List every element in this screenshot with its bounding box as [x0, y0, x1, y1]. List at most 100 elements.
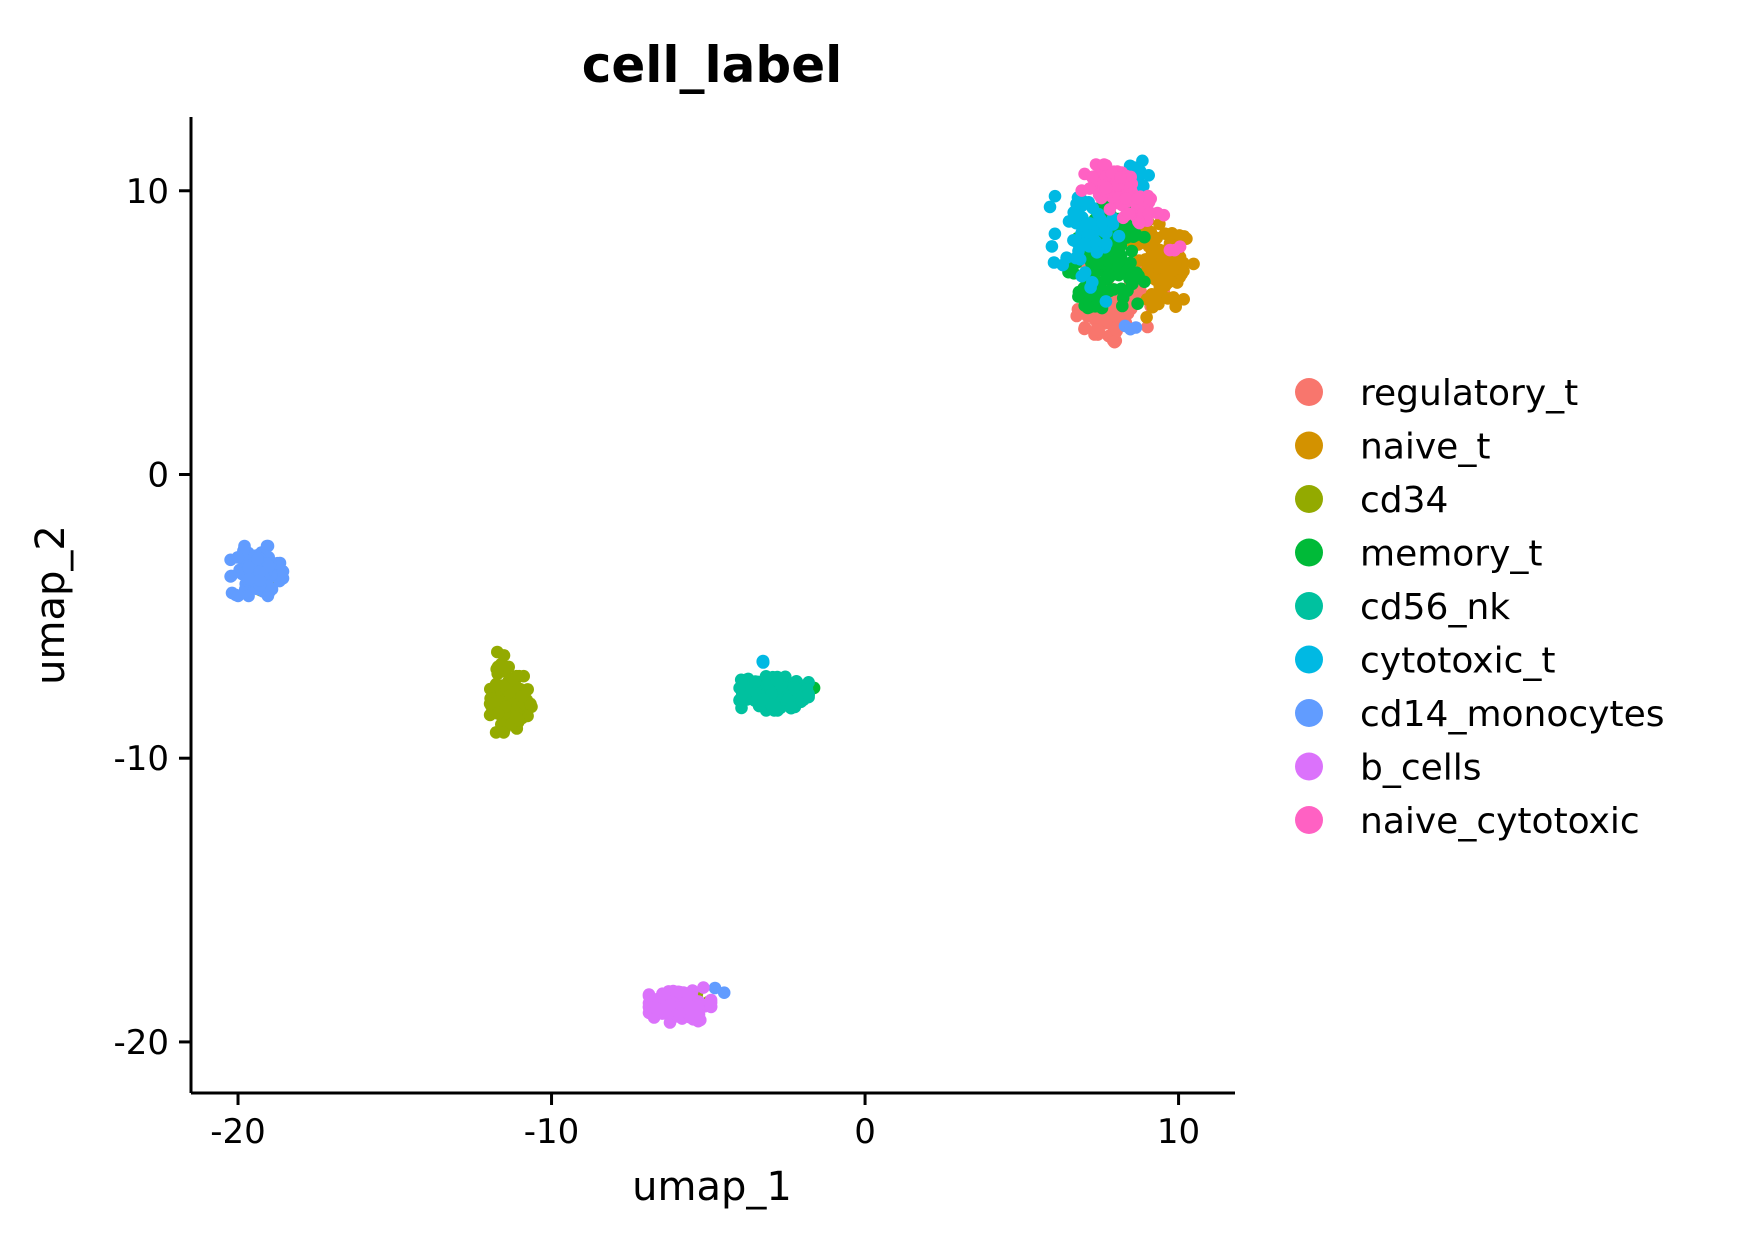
- legend-key-naive-cytotoxic: [1295, 806, 1323, 834]
- data-point: [784, 701, 798, 715]
- legend-label: memory_t: [1360, 534, 1543, 575]
- data-point: [1078, 321, 1092, 334]
- legend-key-naive-t: [1295, 431, 1323, 460]
- legend-key-cd14-monocytes: [1295, 699, 1323, 727]
- data-point: [708, 981, 722, 995]
- data-point: [1173, 240, 1187, 253]
- data-point: [1177, 293, 1190, 306]
- series-cytotoxic-t: [756, 154, 1155, 669]
- data-point: [1165, 227, 1179, 240]
- data-point: [1131, 192, 1145, 205]
- y-tick-label: 10: [126, 172, 169, 212]
- data-point: [1124, 256, 1137, 270]
- data-point: [1150, 261, 1163, 274]
- data-point: [491, 667, 505, 681]
- data-point: [515, 690, 529, 703]
- data-point: [1097, 158, 1111, 171]
- data-point: [663, 998, 677, 1012]
- data-point: [1114, 282, 1128, 296]
- data-point: [1070, 309, 1083, 323]
- data-point: [1103, 203, 1117, 216]
- data-point: [1119, 192, 1133, 205]
- data-point: [1138, 275, 1151, 289]
- data-point: [1090, 246, 1104, 259]
- y-axis-label: umap_2: [28, 525, 74, 685]
- legend-label: naive_cytotoxic: [1360, 801, 1640, 842]
- legend-label: naive_t: [1360, 427, 1490, 468]
- legend-key-b-cells: [1295, 752, 1323, 781]
- data-point: [757, 693, 770, 707]
- data-point: [524, 697, 537, 711]
- x-tick-label: -10: [524, 1112, 580, 1152]
- data-point: [672, 985, 685, 999]
- data-point: [1101, 270, 1115, 283]
- data-point: [1142, 207, 1156, 221]
- series-naive-cytotoxic: [1075, 158, 1187, 257]
- data-point: [1136, 154, 1149, 168]
- data-point: [1161, 292, 1175, 305]
- data-point: [231, 589, 245, 603]
- data-point: [1071, 209, 1085, 222]
- data-point: [1098, 225, 1111, 239]
- data-point: [1140, 311, 1153, 324]
- data-point: [1165, 264, 1179, 278]
- legend-label: cytotoxic_t: [1360, 641, 1556, 682]
- data-point: [1187, 257, 1200, 271]
- data-point: [1130, 228, 1143, 242]
- data-point: [491, 707, 505, 720]
- data-point: [1141, 263, 1154, 276]
- series-cd34: [253, 571, 715, 1009]
- x-tick-label: -20: [210, 1112, 266, 1152]
- series-b-cells: [642, 981, 718, 1029]
- series-cd56-nk: [733, 670, 815, 717]
- data-point: [1043, 200, 1057, 214]
- data-point: [1092, 207, 1105, 221]
- x-tick-label: 0: [854, 1112, 876, 1152]
- data-point: [1112, 229, 1126, 243]
- y-tick-label: -10: [113, 739, 169, 779]
- data-point: [1086, 276, 1099, 289]
- data-point: [497, 726, 511, 739]
- data-point: [1144, 192, 1157, 205]
- data-point: [1047, 256, 1061, 269]
- data-point: [1149, 289, 1162, 303]
- chart-title: cell_label: [582, 36, 843, 94]
- legend-label: cd14_monocytes: [1360, 694, 1665, 735]
- data-point: [642, 989, 656, 1003]
- y-tick-label: -20: [113, 1023, 169, 1063]
- data-point: [497, 649, 511, 662]
- data-point: [704, 1000, 718, 1013]
- data-point: [787, 680, 801, 694]
- data-point: [762, 674, 775, 688]
- legend-key-memory-t: [1295, 538, 1323, 567]
- data-point: [697, 981, 710, 994]
- data-point: [770, 674, 784, 687]
- legend-label: b_cells: [1360, 748, 1482, 789]
- legend-label: cd56_nk: [1360, 587, 1510, 628]
- data-point: [262, 559, 276, 573]
- data-point: [1086, 171, 1099, 184]
- data-point: [261, 589, 275, 603]
- data-point: [656, 987, 669, 1000]
- data-point: [1125, 244, 1139, 258]
- data-point: [1048, 189, 1062, 203]
- data-point: [506, 672, 520, 685]
- data-point: [1090, 323, 1103, 337]
- data-point: [802, 688, 815, 701]
- data-point: [1099, 295, 1113, 308]
- data-point: [1072, 244, 1085, 258]
- data-point: [1124, 322, 1137, 336]
- legend-key-cytotoxic-t: [1295, 645, 1323, 674]
- data-point: [1075, 269, 1089, 283]
- legend-label: cd34: [1360, 480, 1448, 521]
- y-axis-ticks: -20 -10 0 10: [113, 172, 191, 1063]
- data-point: [225, 569, 238, 583]
- legend-key-cd34: [1295, 485, 1323, 513]
- series-cd14-monocytes: [224, 319, 1143, 999]
- data-point: [1133, 216, 1146, 230]
- data-point: [734, 673, 748, 687]
- data-point: [1145, 248, 1158, 262]
- data-point: [509, 711, 522, 724]
